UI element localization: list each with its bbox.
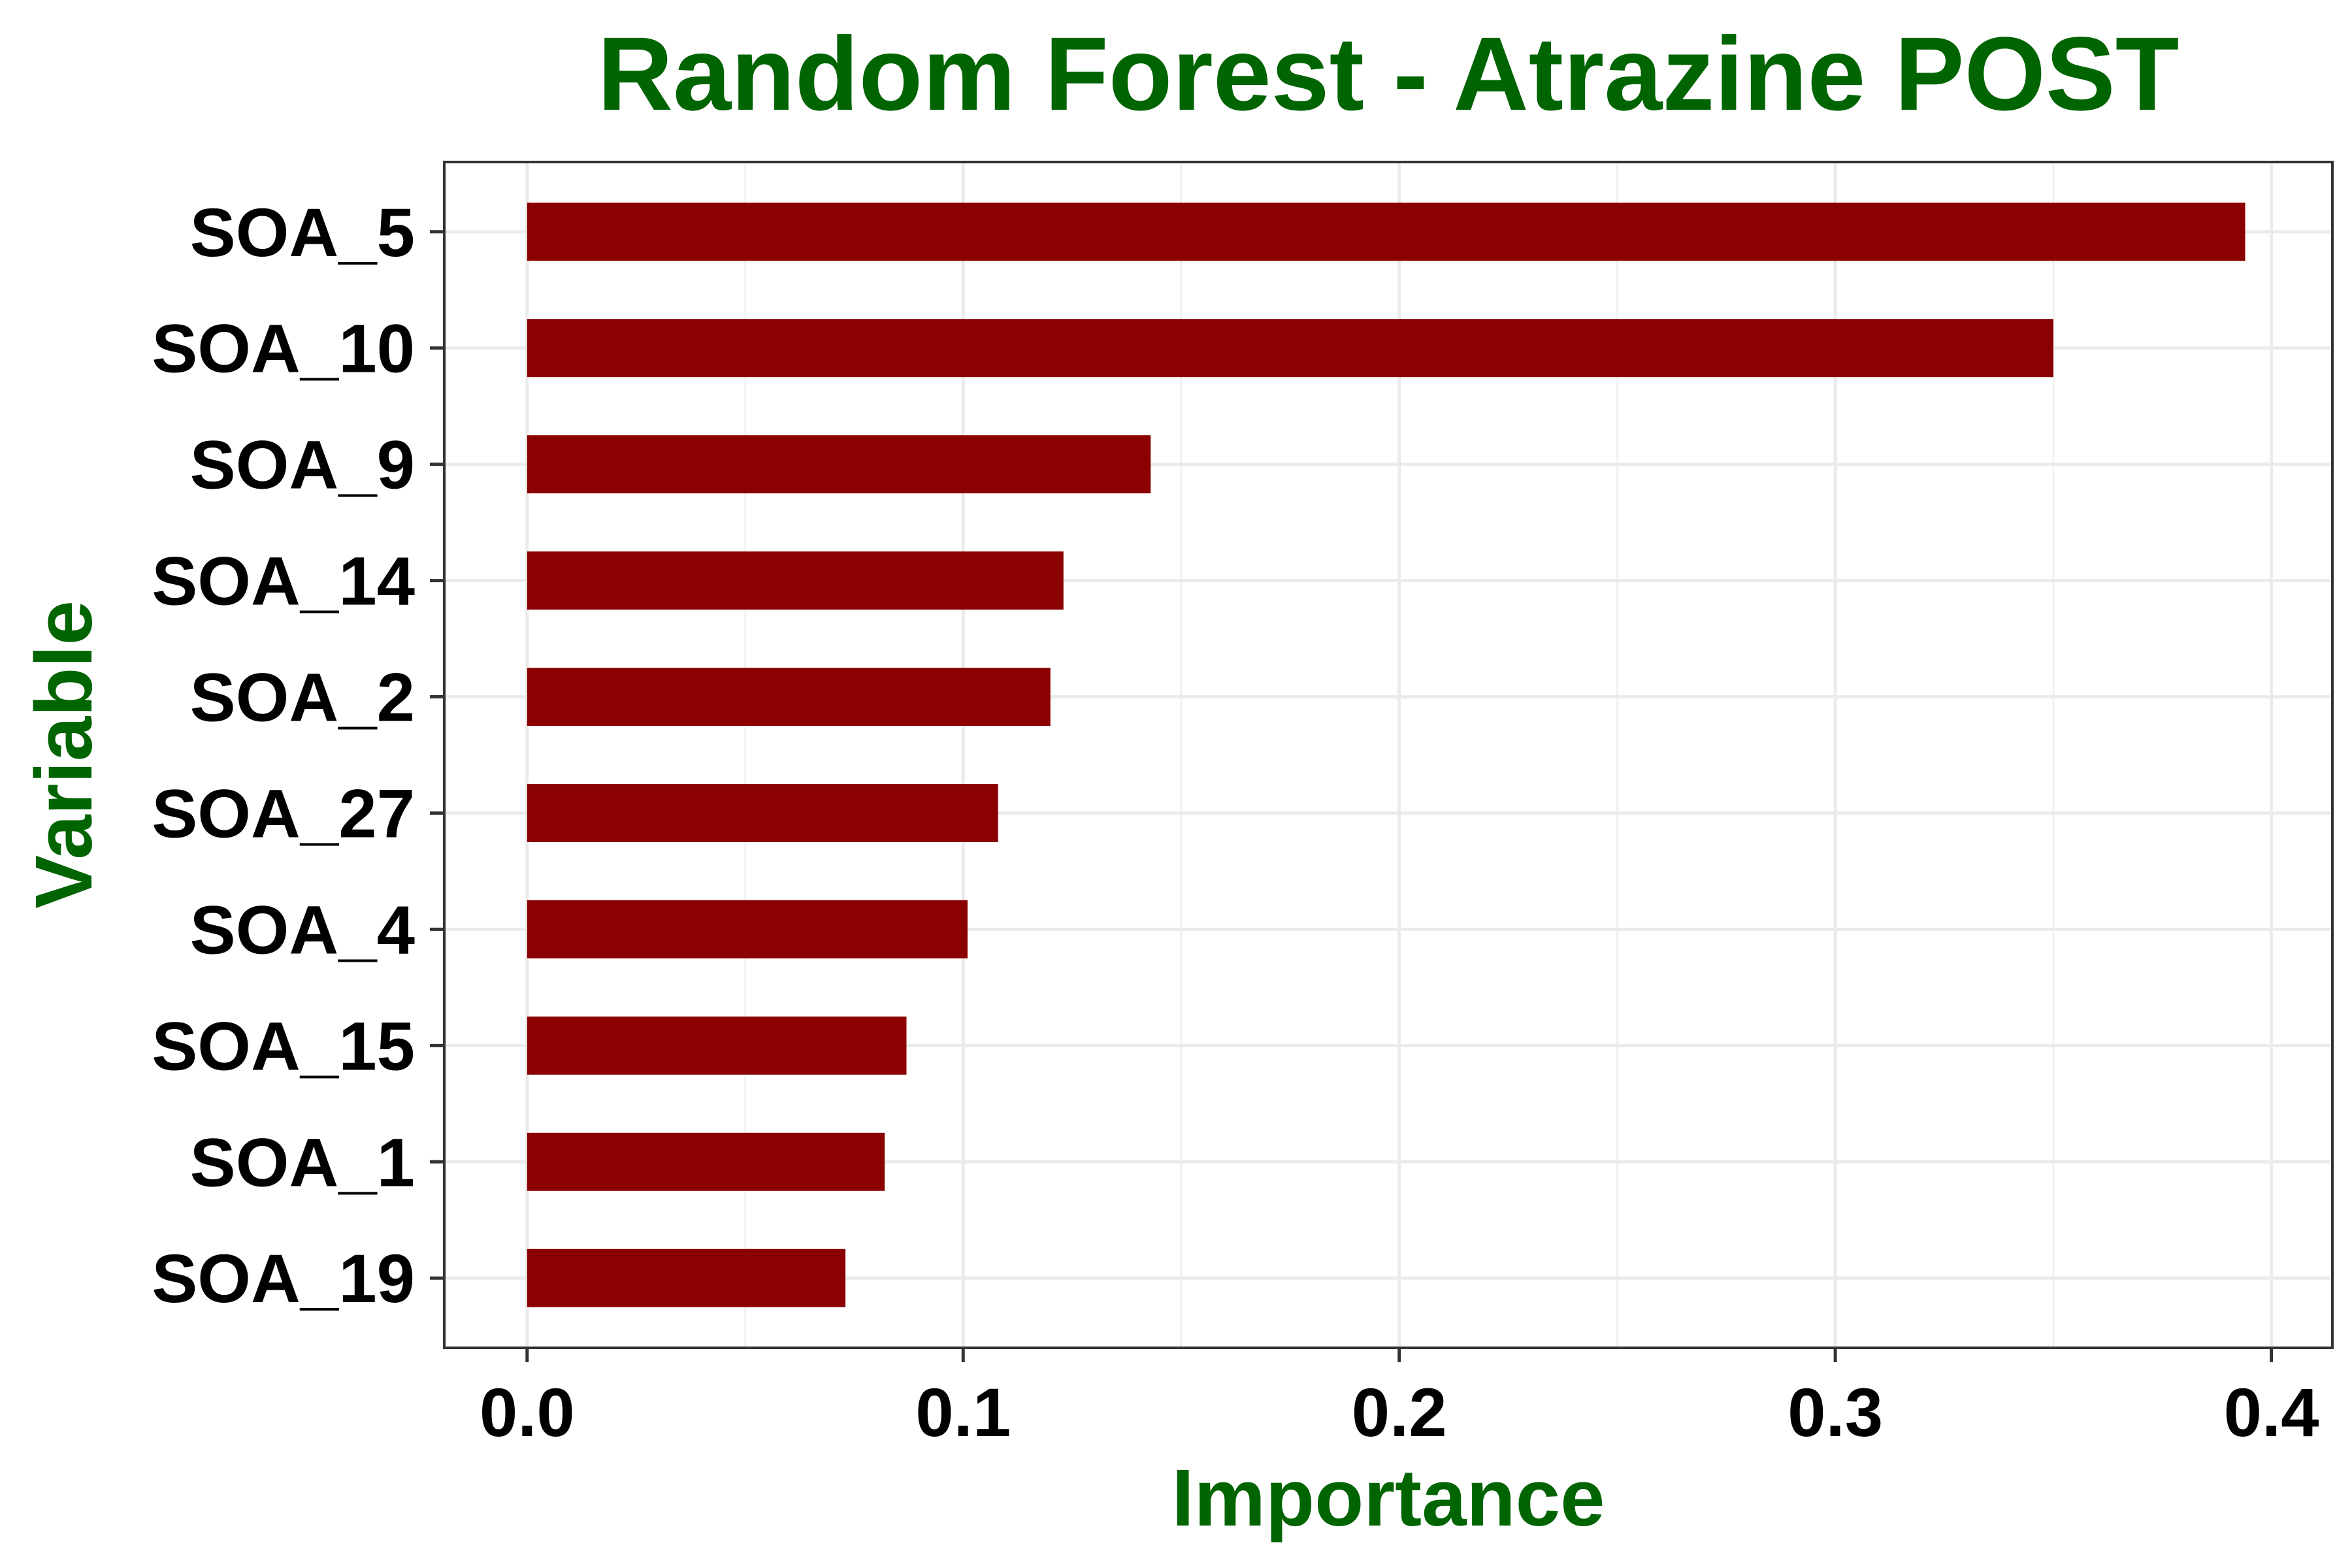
x-tick-label: 0.2 (1352, 1375, 1447, 1451)
x-tick-label: 0.3 (1788, 1375, 1883, 1451)
y-axis-title: Variable (20, 600, 109, 909)
bar-soa-1 (527, 1132, 885, 1191)
y-tick-label: SOA_9 (190, 427, 415, 504)
y-tick-label: SOA_10 (152, 311, 415, 387)
y-tick-label: SOA_15 (152, 1008, 415, 1085)
x-tick-label: 0.1 (915, 1375, 1011, 1451)
bar-soa-10 (527, 319, 2053, 378)
y-tick-label: SOA_14 (152, 544, 415, 620)
y-tick-label: SOA_5 (190, 195, 415, 271)
panel-border (443, 161, 2334, 1349)
bar-soa-19 (527, 1249, 846, 1307)
bar-soa-5 (527, 203, 2246, 261)
bar-soa-2 (527, 668, 1051, 727)
bars-layer (527, 203, 2246, 1307)
chart-title: Random Forest - Atrazine POST (597, 15, 2179, 132)
x-axis: 0.0 0.1 0.2 0.3 0.4 (480, 1348, 2319, 1451)
x-axis-title: Importance (1172, 1454, 1605, 1543)
bar-soa-4 (527, 900, 968, 958)
y-tick-label: SOA_2 (190, 660, 415, 736)
bar-soa-9 (527, 435, 1151, 494)
x-tick-label: 0.0 (480, 1375, 575, 1451)
y-axis: SOA_5 SOA_10 SOA_9 SOA_14 SOA_2 SOA_27 SOA_4 SO… (152, 195, 444, 1317)
x-tick-label: 0.4 (2224, 1375, 2319, 1451)
bar-soa-14 (527, 551, 1064, 610)
y-tick-label: SOA_4 (190, 892, 415, 968)
y-tick-label: SOA_19 (152, 1241, 415, 1317)
y-tick-label: SOA_1 (190, 1124, 415, 1201)
y-tick-label: SOA_27 (152, 776, 415, 852)
bar-soa-27 (527, 783, 998, 842)
bar-soa-15 (527, 1016, 907, 1075)
